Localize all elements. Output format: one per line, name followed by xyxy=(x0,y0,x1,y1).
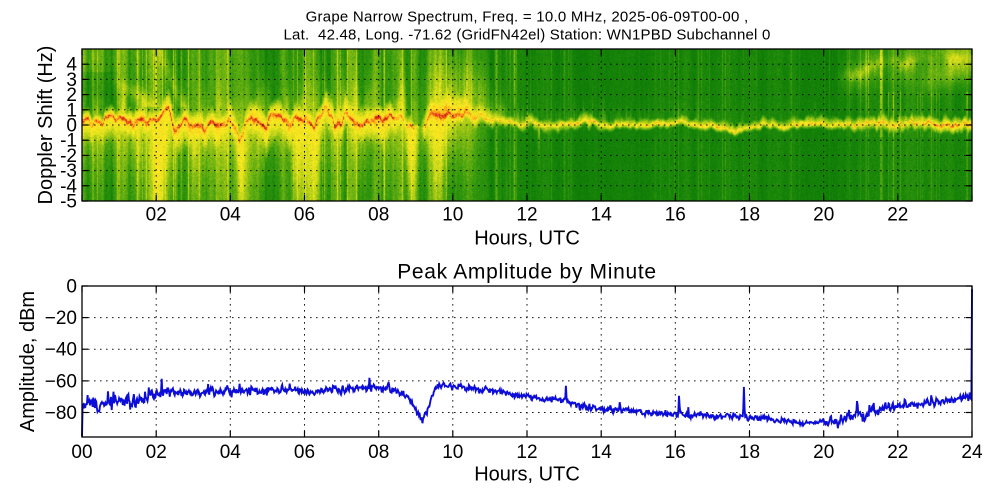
svg-text:Peak Amplitude by Minute: Peak Amplitude by Minute xyxy=(397,261,657,284)
svg-text:2: 2 xyxy=(66,85,77,106)
svg-text:-3: -3 xyxy=(60,161,77,182)
svg-text:1: 1 xyxy=(66,100,77,121)
svg-text:14: 14 xyxy=(591,205,613,226)
svg-text:−80: −80 xyxy=(45,403,77,424)
svg-text:04: 04 xyxy=(220,205,242,226)
svg-text:08: 08 xyxy=(368,205,389,226)
svg-text:04: 04 xyxy=(220,442,242,463)
svg-text:Hours, UTC: Hours, UTC xyxy=(474,464,580,486)
svg-text:Hours, UTC: Hours, UTC xyxy=(474,228,580,250)
svg-text:Amplitude, dBm: Amplitude, dBm xyxy=(17,291,39,432)
svg-text:-4: -4 xyxy=(60,176,77,197)
svg-text:22: 22 xyxy=(887,442,908,463)
svg-text:Doppler Shift (Hz): Doppler Shift (Hz) xyxy=(35,46,57,205)
svg-text:−20: −20 xyxy=(45,308,77,329)
svg-text:16: 16 xyxy=(665,442,686,463)
svg-text:-2: -2 xyxy=(60,146,77,167)
svg-text:4: 4 xyxy=(66,55,77,76)
svg-text:20: 20 xyxy=(813,205,834,226)
svg-text:12: 12 xyxy=(516,205,537,226)
svg-text:0: 0 xyxy=(66,277,77,298)
svg-text:0: 0 xyxy=(66,116,77,137)
svg-text:-1: -1 xyxy=(60,131,77,152)
svg-text:12: 12 xyxy=(516,442,537,463)
svg-text:00: 00 xyxy=(71,442,92,463)
svg-text:18: 18 xyxy=(739,442,760,463)
svg-text:Grape Narrow Spectrum, Freq. =: Grape Narrow Spectrum, Freq. = 10.0 MHz,… xyxy=(306,9,749,26)
svg-text:10: 10 xyxy=(442,205,463,226)
svg-text:14: 14 xyxy=(591,442,613,463)
svg-text:10: 10 xyxy=(442,442,463,463)
svg-text:02: 02 xyxy=(146,442,167,463)
svg-text:22: 22 xyxy=(887,205,908,226)
svg-text:−40: −40 xyxy=(45,340,77,361)
svg-text:06: 06 xyxy=(294,205,315,226)
svg-text:3: 3 xyxy=(66,70,77,91)
svg-text:16: 16 xyxy=(665,205,686,226)
svg-text:18: 18 xyxy=(739,205,760,226)
svg-text:−60: −60 xyxy=(45,371,77,392)
svg-text:20: 20 xyxy=(813,442,834,463)
svg-text:Lat. 42.48, Long. -71.62 (Gri: Lat. 42.48, Long. -71.62 (GridFN42el) St… xyxy=(284,27,771,44)
svg-text:06: 06 xyxy=(294,442,315,463)
svg-text:08: 08 xyxy=(368,442,389,463)
svg-text:02: 02 xyxy=(146,205,167,226)
svg-text:24: 24 xyxy=(961,442,983,463)
svg-text:-5: -5 xyxy=(60,192,77,213)
